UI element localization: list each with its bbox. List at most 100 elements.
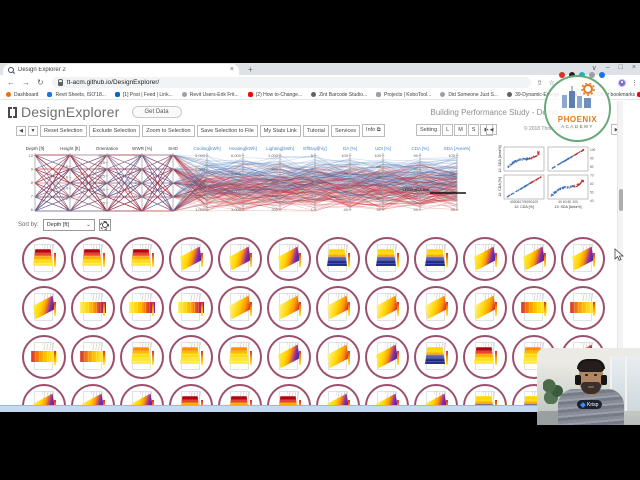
iteration-thumbnail[interactable] — [22, 335, 66, 379]
pcp-nav-arrow-button[interactable]: ◀ — [16, 125, 26, 136]
sort-select[interactable]: Depth [ft] ⌄ — [42, 219, 95, 231]
exclude-selection-button[interactable]: Exclude Selection — [88, 124, 141, 137]
reset-selection-button[interactable]: Reset Selection — [40, 124, 87, 137]
maximize-icon[interactable]: □ — [618, 64, 623, 71]
iteration-thumbnail[interactable] — [169, 335, 213, 379]
headphone-cup-right — [601, 375, 607, 385]
iteration-thumbnail[interactable] — [71, 237, 115, 281]
iteration-thumbnail[interactable] — [316, 384, 360, 405]
iteration-thumbnail[interactable] — [22, 237, 66, 281]
bookmark-item[interactable]: Zint Barcode Studio... — [311, 92, 367, 98]
sort-settings-button[interactable] — [98, 219, 111, 231]
horizontal-scrollbar[interactable] — [0, 405, 617, 412]
iteration-thumbnail[interactable] — [120, 286, 164, 330]
bookmark-item[interactable]: Did Someone Just S... — [440, 92, 498, 98]
setting-size-button[interactable]: S — [467, 124, 480, 136]
iteration-thumbnail[interactable] — [414, 286, 458, 330]
bookmark-item[interactable]: مقدمة عن الدورة (1) — [637, 92, 640, 98]
svg-text:SDA [Area%]: SDA [Area%] — [444, 146, 471, 151]
iteration-thumbnail[interactable] — [22, 384, 66, 405]
iteration-thumbnail[interactable] — [414, 384, 458, 405]
bookmark-item[interactable]: 39-Dynamic-Energy... — [507, 92, 563, 98]
bookmark-item[interactable]: Revit Users-Erik Frit... — [181, 92, 239, 98]
iteration-thumbnail[interactable] — [267, 237, 311, 281]
iteration-thumbnail[interactable] — [316, 286, 360, 330]
get-data-button[interactable]: Get Data — [131, 106, 182, 118]
iteration-thumbnail[interactable] — [267, 384, 311, 405]
extension-icon[interactable] — [568, 71, 575, 78]
services-button[interactable]: Services — [330, 124, 361, 137]
iteration-thumbnail[interactable] — [365, 384, 409, 405]
iteration-thumbnail[interactable] — [463, 237, 507, 281]
setting-size-button[interactable]: Setting — [416, 124, 442, 136]
share-icon[interactable]: ⇧ — [536, 79, 543, 87]
daylight-model-front-blue — [474, 396, 494, 405]
iteration-thumbnail[interactable] — [316, 237, 360, 281]
iteration-thumbnail[interactable] — [169, 384, 213, 405]
other-bookmarks[interactable]: Other bookmarks — [594, 91, 637, 99]
iteration-thumbnail[interactable] — [218, 335, 262, 379]
close-icon[interactable]: × — [631, 64, 636, 71]
iteration-thumbnail[interactable] — [71, 286, 115, 330]
scrollbar-thumb[interactable] — [619, 189, 623, 211]
bookmark-item[interactable]: Projects | KoboTool... — [376, 92, 431, 98]
iteration-thumbnail[interactable] — [120, 384, 164, 405]
bookmark-item[interactable]: [1] Post | Feed | Link... — [114, 92, 173, 98]
iteration-thumbnail[interactable] — [218, 384, 262, 405]
iteration-thumbnail[interactable] — [120, 335, 164, 379]
chevron-control-icon[interactable]: ∨ — [591, 65, 597, 72]
iteration-thumbnail[interactable] — [267, 335, 311, 379]
iteration-thumbnail[interactable] — [169, 237, 213, 281]
bookmark-star-icon[interactable]: ☆ — [548, 79, 555, 87]
iteration-thumbnail[interactable] — [463, 286, 507, 330]
extension-icon[interactable] — [598, 71, 605, 78]
browser-tab[interactable]: Design Explorer 2 × — [3, 64, 239, 75]
back-icon[interactable]: ← — [7, 78, 15, 87]
iteration-thumbnail[interactable] — [22, 286, 66, 330]
bookmark-item[interactable]: Dashboard — [6, 92, 38, 98]
info-button[interactable]: Info ⧉ — [362, 124, 385, 137]
bookmark-item[interactable]: Revit Sheets, ISO'18... — [47, 92, 106, 98]
setting-size-button[interactable]: M — [454, 124, 467, 136]
extension-icon[interactable] — [578, 71, 585, 78]
iteration-thumbnail[interactable] — [414, 335, 458, 379]
profile-avatar[interactable] — [618, 78, 626, 87]
daylight-model-side — [80, 302, 106, 313]
minimize-icon[interactable]: – — [605, 64, 610, 71]
forward-icon[interactable]: → — [22, 78, 30, 87]
iteration-thumbnail[interactable] — [512, 237, 556, 281]
iteration-thumbnail[interactable] — [512, 286, 556, 330]
iteration-thumbnail[interactable] — [561, 237, 605, 281]
browser-menu-icon[interactable]: ⋮ — [631, 79, 638, 87]
iteration-thumbnail[interactable] — [218, 237, 262, 281]
iteration-thumbnail[interactable] — [120, 237, 164, 281]
iteration-thumbnail[interactable] — [218, 286, 262, 330]
pager-prev-button[interactable]: ◀ — [486, 124, 497, 135]
iteration-thumbnail[interactable] — [71, 384, 115, 405]
my-stats-link-button[interactable]: My Stats Link — [259, 124, 301, 137]
tab-close-icon[interactable]: × — [229, 66, 234, 73]
pcp-nav-arrow-button[interactable]: ▼ — [28, 125, 38, 136]
iteration-thumbnail[interactable] — [365, 286, 409, 330]
iteration-thumbnail[interactable] — [463, 335, 507, 379]
iteration-thumbnail[interactable] — [267, 286, 311, 330]
iteration-thumbnail[interactable] — [365, 237, 409, 281]
iteration-thumbnail[interactable] — [71, 335, 115, 379]
setting-size-button[interactable]: L — [442, 124, 454, 136]
iteration-thumbnail[interactable] — [316, 335, 360, 379]
tutorial-button[interactable]: Tutorial — [302, 124, 329, 137]
new-tab-button[interactable]: + — [248, 65, 253, 74]
extension-icon[interactable] — [558, 71, 565, 78]
iteration-thumbnail[interactable] — [414, 237, 458, 281]
iteration-thumbnail[interactable] — [169, 286, 213, 330]
bookmark-item[interactable]: (2) How to-Change... — [247, 92, 302, 98]
iteration-thumbnail[interactable] — [561, 286, 605, 330]
reload-icon[interactable]: ↻ — [37, 78, 44, 87]
extension-icon[interactable] — [588, 71, 595, 78]
url-input[interactable]: tt-acm.github.io/DesignExplorer/ — [51, 77, 531, 88]
zoom-to-selection-button[interactable]: Zoom to Selection — [142, 124, 195, 137]
iteration-thumbnail[interactable] — [463, 384, 507, 405]
save-selection-to-file-button[interactable]: Save Selection to File — [196, 124, 258, 137]
iteration-thumbnail[interactable] — [365, 335, 409, 379]
